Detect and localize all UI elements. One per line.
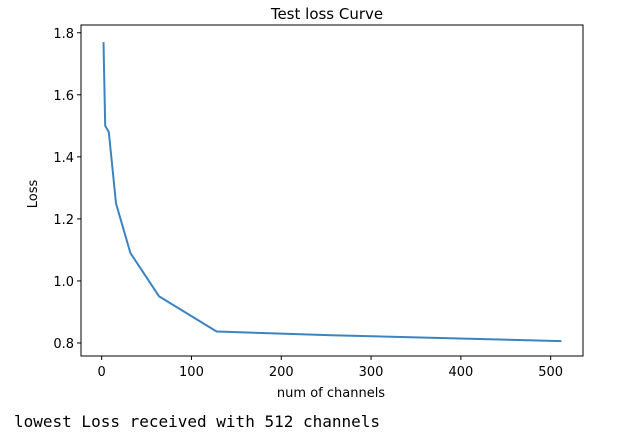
y-tick-label: 0.8	[53, 337, 74, 352]
plot-frame	[80, 24, 584, 357]
x-tick-label: 200	[269, 365, 294, 380]
x-tick-label: 0	[98, 365, 106, 380]
y-axis-label: Loss	[26, 180, 41, 209]
x-tick-label: 500	[538, 365, 563, 380]
chart-title: Test loss Curve	[270, 5, 383, 23]
y-tick-label: 1.0	[53, 275, 74, 290]
output-message: lowest Loss received with 512 channels	[14, 412, 381, 431]
y-tick-label: 1.4	[53, 151, 74, 166]
y-tick-label: 1.8	[53, 27, 74, 42]
x-tick-label: 300	[359, 365, 384, 380]
loss-series-line	[102, 42, 562, 343]
loss-chart: Test loss Curve 0 100 200 300 400 500 0.8 1.0 1.…	[26, 5, 584, 401]
x-axis-label: num of channels	[277, 386, 385, 401]
y-tick-label: 1.2	[53, 213, 74, 228]
x-tick-label: 100	[179, 365, 204, 380]
y-tick-label: 1.6	[53, 89, 74, 104]
x-tick-label: 400	[448, 365, 473, 380]
